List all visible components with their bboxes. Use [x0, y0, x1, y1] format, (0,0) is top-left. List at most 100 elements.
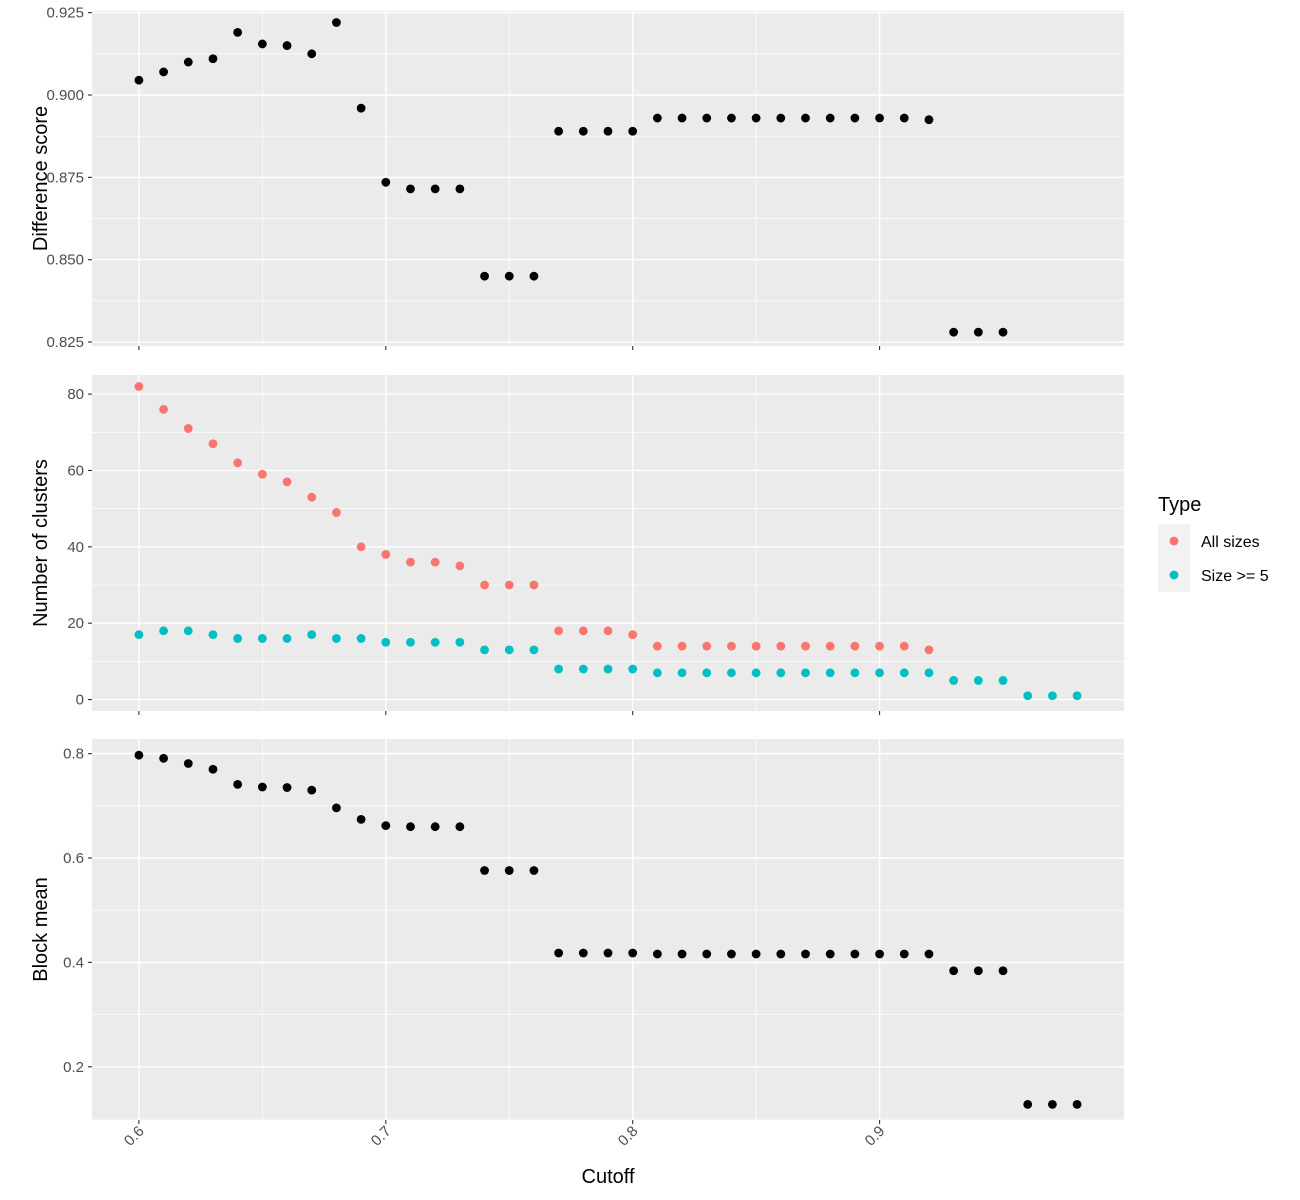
data-point [381, 821, 391, 831]
data-point [134, 75, 144, 85]
data-point [702, 668, 712, 678]
x-tick-label: 0.9 [862, 1123, 889, 1150]
data-point [183, 759, 193, 768]
data-point [183, 626, 193, 636]
data-point [603, 126, 613, 136]
data-point [801, 113, 810, 123]
data-point [702, 641, 712, 651]
data-point [924, 668, 934, 678]
data-point [776, 949, 786, 959]
data-point [776, 641, 786, 651]
data-point [924, 645, 934, 655]
x-tick-label: 0.8 [615, 1123, 642, 1150]
data-point [134, 750, 144, 760]
data-point [430, 557, 440, 567]
data-point [850, 113, 860, 123]
y-tick-label: 20 [67, 615, 84, 632]
data-point [480, 580, 489, 590]
y-tick-label: 0.900 [46, 87, 84, 104]
data-point [356, 814, 366, 824]
data-point [875, 113, 884, 123]
data-point [332, 18, 341, 27]
data-point [529, 645, 539, 655]
data-point [307, 785, 317, 795]
data-point [850, 949, 860, 959]
data-point [529, 866, 539, 875]
data-point [578, 626, 588, 636]
data-point [875, 641, 884, 651]
panel-background [92, 375, 1124, 711]
data-point [504, 271, 514, 281]
data-point [208, 764, 218, 774]
data-point [504, 580, 514, 590]
data-point [677, 949, 687, 959]
data-point [406, 822, 415, 832]
data-point [554, 948, 564, 958]
data-point [825, 113, 835, 123]
data-point [677, 668, 687, 678]
x-tick-label: 0.6 [121, 1123, 148, 1150]
data-point [381, 637, 391, 647]
y-tick-label: 80 [67, 386, 84, 403]
data-point [381, 550, 391, 559]
data-point [406, 557, 415, 567]
data-point [554, 126, 564, 136]
legend-label: Size >= 5 [1201, 568, 1269, 585]
data-point [554, 664, 564, 674]
data-point [998, 327, 1008, 337]
data-point [875, 949, 884, 959]
data-point [159, 753, 168, 763]
data-point [825, 949, 835, 959]
data-point [183, 424, 193, 433]
data-point [430, 822, 440, 832]
data-point [875, 668, 884, 678]
panel-number-of-clusters: 0 20 40 60 80 Number of clusters [30, 375, 1124, 715]
x-axis: 0.6 0.7 0.8 0.9 [121, 1123, 888, 1150]
data-point [208, 630, 218, 640]
data-point [332, 634, 341, 643]
data-point [677, 113, 687, 123]
data-point [257, 469, 267, 479]
data-point [628, 948, 638, 958]
y-tick-label: 0.6 [63, 850, 84, 867]
data-point [282, 41, 292, 50]
y-tick-label: 0.825 [46, 334, 84, 351]
data-point [603, 948, 613, 958]
data-point [406, 184, 415, 194]
data-point [332, 508, 341, 517]
data-point [677, 641, 687, 651]
data-point [578, 126, 588, 136]
data-point [381, 177, 391, 187]
data-point [578, 664, 588, 674]
legend-label: All sizes [1201, 534, 1260, 551]
data-point [159, 404, 168, 414]
data-point [134, 630, 144, 640]
data-point [973, 676, 983, 685]
data-point [159, 67, 168, 77]
y-tick-label: 0.2 [63, 1059, 84, 1076]
data-point [356, 542, 366, 552]
panel-block-mean: 0.2 0.4 0.6 0.8 Block mean [30, 739, 1124, 1124]
data-point [257, 634, 267, 643]
data-point [480, 866, 489, 875]
data-point [751, 949, 761, 959]
data-point [899, 668, 909, 678]
data-point [949, 327, 959, 337]
legend-swatch [1169, 536, 1179, 546]
data-point [776, 668, 786, 678]
legend-swatch [1169, 570, 1179, 580]
data-point [307, 630, 317, 640]
data-point [603, 626, 613, 636]
data-point [727, 641, 736, 651]
data-point [233, 28, 243, 37]
data-point [751, 641, 761, 651]
chart-panels: 0.825 0.850 0.875 0.900 0.925 Difference scor… [30, 5, 1124, 1124]
data-point [850, 668, 860, 678]
data-point [1072, 1099, 1082, 1109]
data-point [899, 641, 909, 651]
data-point [282, 783, 292, 792]
data-point [727, 668, 736, 678]
data-point [825, 641, 835, 651]
data-point [998, 676, 1008, 685]
